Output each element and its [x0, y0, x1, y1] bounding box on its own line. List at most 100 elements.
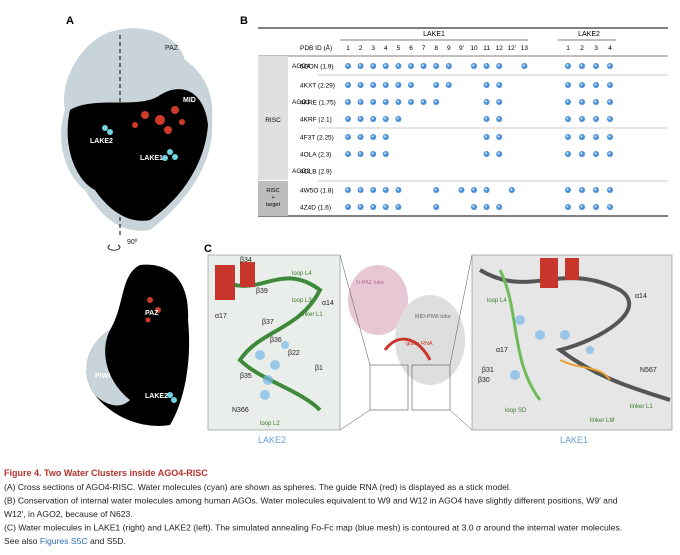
water-dot-inner — [421, 64, 425, 67]
water-dot — [565, 187, 571, 193]
water-dot-inner — [522, 64, 525, 67]
water-dot-inner — [580, 152, 583, 155]
caption-line: (C) Water molecules in LAKE1 (right) and… — [4, 523, 622, 533]
water-dot-inner — [396, 205, 399, 208]
residue-label: N366 — [232, 407, 249, 414]
water-dot — [565, 82, 571, 88]
pdb-id: 4KRF (2.1) — [300, 117, 332, 124]
water-dot-inner — [566, 64, 569, 67]
water-dot-inner — [371, 188, 374, 191]
water-dot — [579, 116, 585, 122]
water-dot — [445, 63, 452, 69]
water-dot-inner — [594, 188, 597, 191]
water-dot-inner — [346, 83, 349, 86]
water-dot — [370, 63, 377, 69]
water-dot-inner — [497, 205, 500, 208]
pdb-id: 6OON (1.9) — [300, 64, 334, 71]
water-dot — [370, 82, 377, 88]
column-label: 4 — [608, 45, 612, 52]
water-dot — [357, 204, 364, 210]
water-dot — [382, 134, 389, 140]
group-label: AGO2 — [292, 168, 310, 175]
domain-label: PIWI — [95, 373, 110, 380]
water-dot — [408, 99, 414, 105]
water-dot-inner — [580, 188, 583, 191]
water-dot — [382, 99, 389, 105]
column-label: 11 — [483, 45, 490, 52]
column-label: 6 — [409, 45, 413, 52]
water-dot — [496, 151, 503, 157]
column-label: 4 — [384, 45, 388, 52]
water-dot-inner — [580, 100, 583, 103]
water-dot-inner — [434, 64, 437, 67]
domain-label: MID — [183, 97, 196, 104]
water-dot-inner — [594, 135, 597, 138]
caption-link[interactable]: Figures S5C — [40, 536, 88, 546]
water-dot-inner — [358, 205, 362, 208]
lake-label: LAKE2 — [90, 138, 113, 145]
column-label: 3 — [594, 45, 598, 52]
residue-label: β39 — [256, 288, 268, 295]
water-dot-inner — [434, 83, 437, 86]
water-dot-inner — [459, 188, 462, 191]
residue-label: N567 — [640, 367, 657, 374]
domain-label: PAZ — [165, 45, 179, 52]
water-dot-inner — [594, 83, 597, 86]
water-dot — [579, 151, 585, 157]
structure-bottom — [86, 264, 190, 426]
water-dot — [345, 204, 351, 210]
water-dot-inner — [484, 117, 488, 120]
overview-label: MID-PIWI lobe — [415, 314, 451, 320]
water-dot — [579, 82, 585, 88]
water-dot — [483, 63, 490, 69]
water-dot — [382, 82, 389, 88]
water-dot — [593, 134, 599, 140]
water-dot-inner — [594, 205, 597, 208]
water-dot — [345, 151, 351, 157]
water-dot — [395, 99, 402, 105]
water-dot-inner — [396, 64, 399, 67]
water-dot-inner — [608, 135, 611, 138]
water-dot-inner — [358, 64, 362, 67]
water-dot-inner — [371, 205, 374, 208]
right-detail — [478, 258, 671, 402]
water-dot — [357, 151, 364, 157]
water-dot — [565, 134, 571, 140]
water-dot-inner — [384, 83, 387, 86]
column-label: 10 — [470, 45, 478, 52]
water-dot-inner — [421, 100, 425, 103]
water-dot-inner — [346, 188, 349, 191]
pdb-id: 4OLB (2.9) — [300, 169, 332, 176]
pdb-id: 4KRE (1.75) — [300, 100, 336, 107]
water-dot — [483, 134, 490, 140]
water-dot-inner — [384, 188, 387, 191]
water-dot — [382, 204, 389, 210]
water-dot — [579, 134, 585, 140]
water-dot-inner — [472, 64, 475, 67]
water-dot-inner — [447, 83, 450, 86]
water-dot-inner — [608, 152, 611, 155]
water-dot-inner — [484, 135, 488, 138]
water-dot — [483, 82, 490, 88]
residue-label: loop L4 — [292, 271, 312, 277]
center-overview — [339, 254, 473, 431]
residue-label: linker L1 — [300, 312, 323, 318]
water-dot — [370, 151, 377, 157]
water-dot-inner — [580, 135, 583, 138]
water-dot-inner — [608, 83, 611, 86]
lake-label: LAKE1 — [140, 155, 163, 162]
pdb-id: 4Z4D (1.6) — [300, 205, 331, 212]
water-dot — [357, 63, 364, 69]
water-dot — [370, 204, 377, 210]
overview-label: guide RNA — [406, 341, 433, 347]
caption-text: See also — [4, 536, 38, 546]
residue-label: loop L4 — [487, 298, 507, 304]
water-dot-inner — [396, 117, 399, 120]
water-dot-inner — [409, 83, 412, 86]
water-dot-inner — [484, 64, 488, 67]
water-dot-inner — [346, 205, 349, 208]
water-dot — [508, 187, 515, 193]
water-dot — [593, 151, 599, 157]
